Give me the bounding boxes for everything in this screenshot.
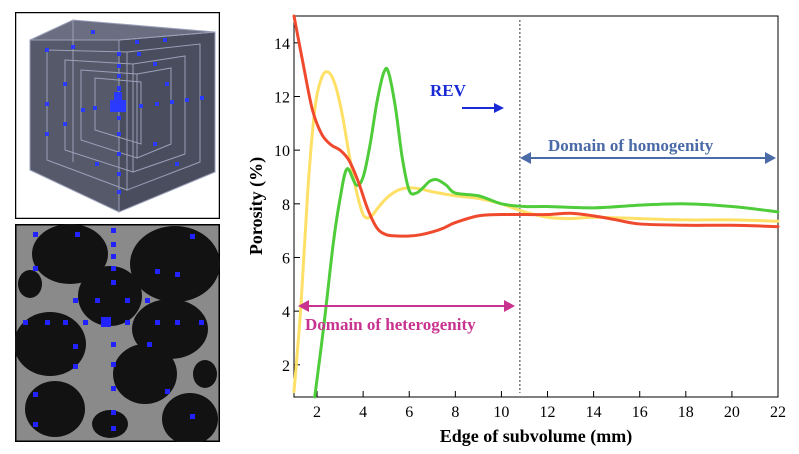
series-line-green bbox=[313, 66, 780, 399]
slice-sample-points bbox=[23, 228, 204, 431]
x-tick-label: 18 bbox=[678, 404, 694, 421]
y-axis-title: Porosity (%) bbox=[246, 157, 267, 255]
homogeneity-arrow bbox=[520, 152, 776, 164]
homogeneity-label: Domain of homogenity bbox=[548, 136, 714, 155]
y-tick-label: 10 bbox=[274, 143, 290, 160]
y-tick-label: 12 bbox=[274, 89, 290, 106]
y-tick-label: 8 bbox=[282, 197, 290, 214]
y-tick-label: 2 bbox=[282, 358, 290, 375]
heterogeneity-arrow bbox=[298, 300, 515, 312]
x-tick-label: 12 bbox=[540, 404, 556, 421]
plot-frame bbox=[293, 15, 779, 398]
cube-3d-image bbox=[15, 12, 220, 219]
x-axis-title: Edge of subvolume (mm) bbox=[440, 426, 633, 447]
x-tick-label: 2 bbox=[313, 404, 321, 421]
x-tick-label: 22 bbox=[770, 404, 786, 421]
x-tick-label: 6 bbox=[405, 404, 413, 421]
x-tick-label: 16 bbox=[632, 404, 648, 421]
series-layer bbox=[292, 14, 780, 399]
series-line-red bbox=[292, 14, 780, 238]
y-tick-label: 4 bbox=[282, 304, 290, 321]
x-tick-label: 8 bbox=[451, 404, 459, 421]
cube-sample-points bbox=[45, 30, 204, 194]
x-tick-label: 10 bbox=[493, 404, 509, 421]
rev-arrow bbox=[462, 103, 504, 113]
y-tick-label: 14 bbox=[274, 36, 290, 53]
y-tick-label: 6 bbox=[282, 250, 290, 267]
heterogeneity-label: Domain of heterogenity bbox=[305, 315, 476, 334]
rev-label: REV bbox=[430, 81, 467, 100]
x-tick-label: 20 bbox=[724, 404, 740, 421]
series-line-yellow bbox=[292, 70, 780, 394]
ct-slice-image bbox=[15, 224, 220, 442]
x-tick-label: 14 bbox=[586, 404, 602, 421]
x-tick-label: 4 bbox=[359, 404, 367, 421]
